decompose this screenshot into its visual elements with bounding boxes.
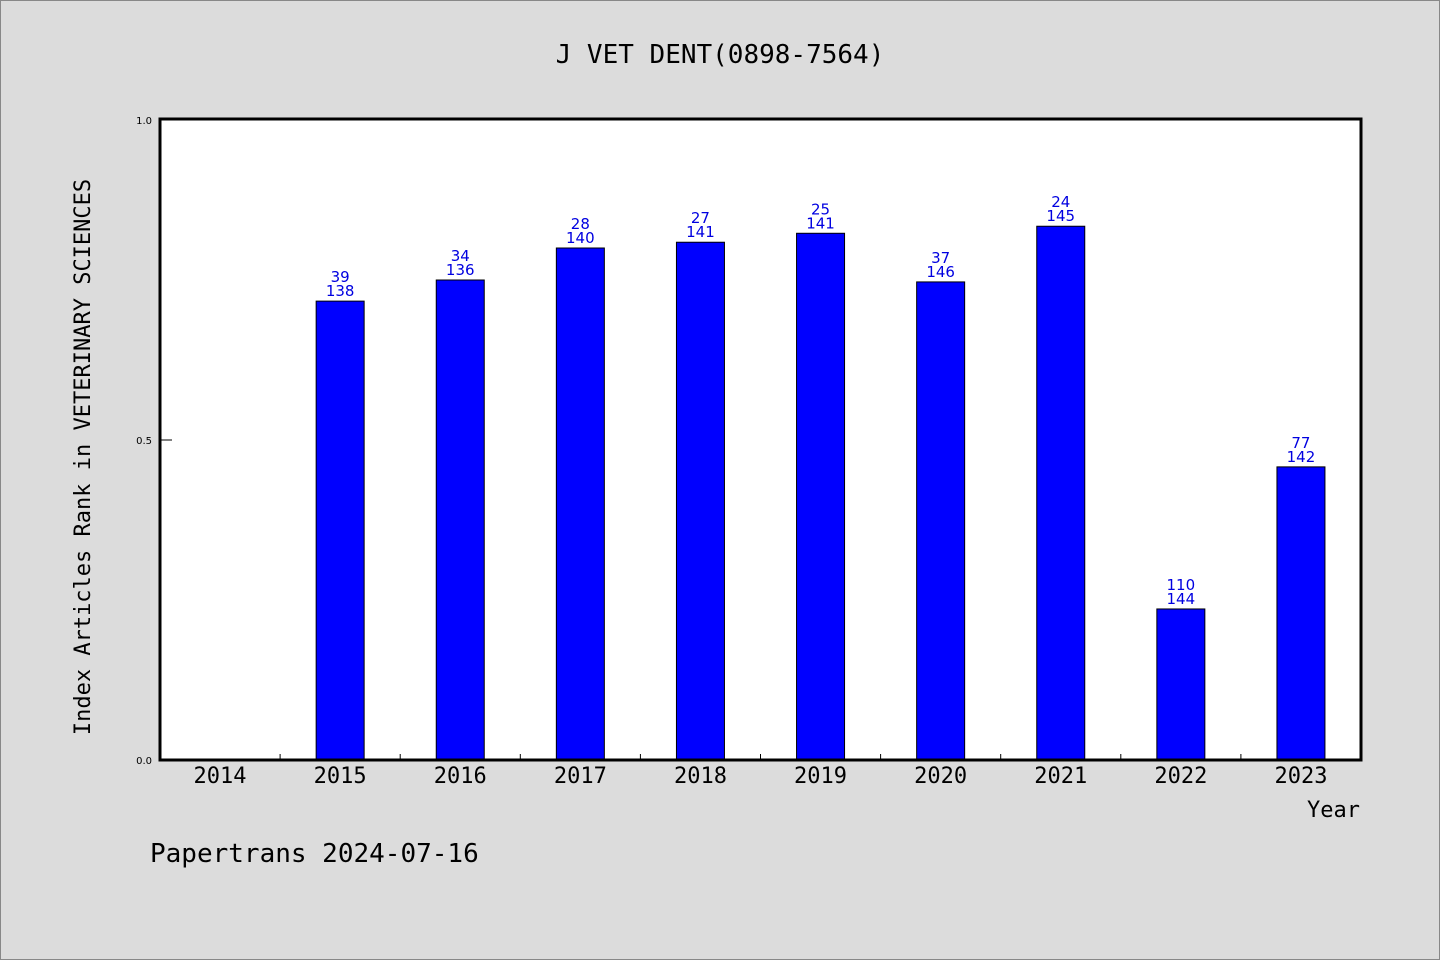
bar-total-label: 140 [566,229,595,247]
bar-rank-label: 25 [811,200,830,218]
x-tick-label: 2023 [1274,764,1327,789]
bar [1276,466,1326,761]
bar-total-label: 144 [1167,590,1196,608]
bar-rank-label: 37 [931,249,950,267]
x-tick-label: 2015 [314,764,367,789]
x-axis-label: Year [1307,798,1360,823]
bar [1156,608,1206,761]
bar-rank-label: 28 [571,215,590,233]
bar [1036,225,1086,761]
x-tick-label: 2019 [794,764,847,789]
y-tick-label: 0.5 [136,436,152,447]
bar-rank-label: 110 [1167,576,1196,594]
x-ticks-group: 2014 2015 2016 2017 2018 2019 2020 2021 2022 2023 [194,754,1327,789]
bar [796,232,846,761]
y-tick-label: 1.0 [136,116,152,127]
bar [675,241,725,761]
footer-text: Papertrans 2024-07-16 [150,839,479,869]
bar-rank-label: 39 [331,268,350,286]
bar-total-label: 138 [326,282,355,300]
x-tick-label: 2014 [194,764,247,789]
bar-total-label: 141 [806,214,835,232]
x-tick-label: 2017 [554,764,607,789]
y-axis-label: Index Articles Rank in VETERINARY SCIENC… [71,179,96,735]
x-tick-label: 2021 [1034,764,1087,789]
bar-rank-label: 24 [1051,193,1070,211]
bar-total-label: 145 [1046,207,1075,225]
bar-total-label: 141 [686,223,715,241]
bar-total-label: 146 [926,263,955,281]
bar [435,279,485,761]
bar-rank-label: 27 [691,209,710,227]
bar-total-label: 136 [446,261,475,279]
x-tick-label: 2022 [1154,764,1207,789]
bar-rank-label: 77 [1291,434,1310,452]
bar [555,247,605,761]
plot-border [158,117,1363,762]
bars-group: 3913834136281402714125141371462414511014… [315,193,1326,761]
y-tick-label: 0.0 [136,756,152,767]
chart-title: J VET DENT(0898-7564) [556,40,885,70]
x-tick-label: 2016 [434,764,487,789]
x-tick-label: 2018 [674,764,727,789]
bar-total-label: 142 [1287,448,1316,466]
bar [315,300,365,761]
bar [916,281,966,761]
bar-rank-label: 34 [451,247,470,265]
x-tick-label: 2020 [914,764,967,789]
